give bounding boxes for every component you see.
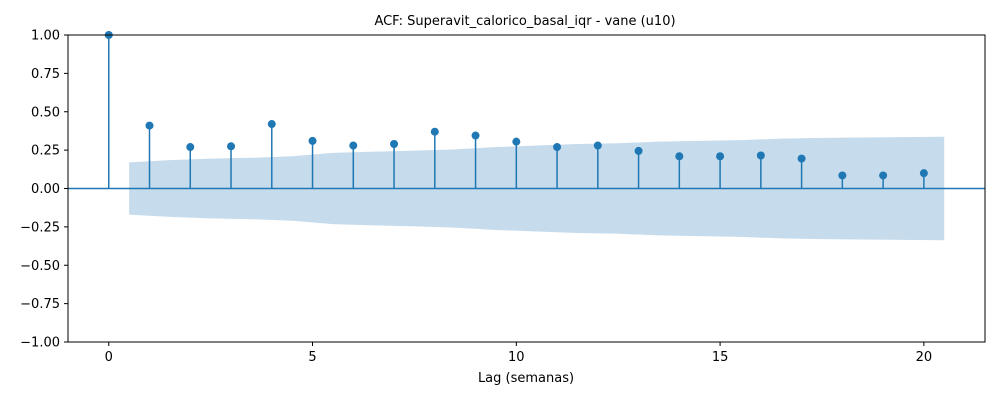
x-tick-label: 5: [308, 350, 316, 365]
stem-marker-lag-15: [716, 152, 725, 161]
y-tick-label: 0.25: [31, 144, 60, 159]
y-tick-label: −1.00: [20, 336, 60, 351]
stem-marker-lag-8: [430, 127, 439, 136]
stem-marker-lag-9: [471, 131, 480, 140]
stem-marker-lag-17: [797, 154, 806, 163]
y-tick-label: −0.25: [20, 220, 60, 235]
stem-marker-lag-5: [308, 136, 317, 145]
stem-marker-lag-20: [919, 169, 928, 178]
stem-marker-lag-1: [145, 121, 154, 130]
y-tick-label: 0.00: [31, 182, 60, 197]
stem-marker-lag-4: [267, 120, 276, 129]
y-tick-label: −0.50: [20, 259, 60, 274]
stem-marker-lag-12: [593, 141, 602, 150]
stems-layer: [104, 31, 928, 189]
stem-marker-lag-14: [675, 152, 684, 161]
stem-marker-lag-19: [879, 171, 888, 180]
y-tick-label: 0.50: [31, 105, 60, 120]
y-tick-label: −0.75: [20, 297, 60, 312]
stem-marker-lag-10: [512, 137, 521, 146]
x-tick-label: 15: [712, 350, 729, 365]
x-tick-label: 0: [105, 350, 113, 365]
stem-marker-lag-18: [838, 171, 847, 180]
x-axis-label: Lag (semanas): [478, 371, 574, 386]
stem-marker-lag-2: [186, 143, 195, 152]
y-tick-label: 1.00: [31, 29, 60, 44]
stem-marker-lag-11: [553, 143, 562, 152]
stem-marker-lag-16: [756, 151, 765, 160]
axes-layer: 0 5 10 15 20 −1.00 −0.75 −0.50 −0.25 0.00 0.25 0.50…: [20, 29, 986, 365]
x-tick-label: 10: [508, 350, 525, 365]
y-tick-label: 0.75: [31, 67, 60, 82]
stem-marker-lag-3: [227, 142, 236, 151]
x-tick-label: 20: [916, 350, 933, 365]
chart-title: ACF: Superavit_calorico_basal_iqr - vane…: [374, 14, 675, 29]
stem-marker-lag-6: [349, 141, 358, 150]
stem-marker-lag-13: [634, 146, 643, 155]
stem-marker-lag-7: [390, 139, 399, 148]
